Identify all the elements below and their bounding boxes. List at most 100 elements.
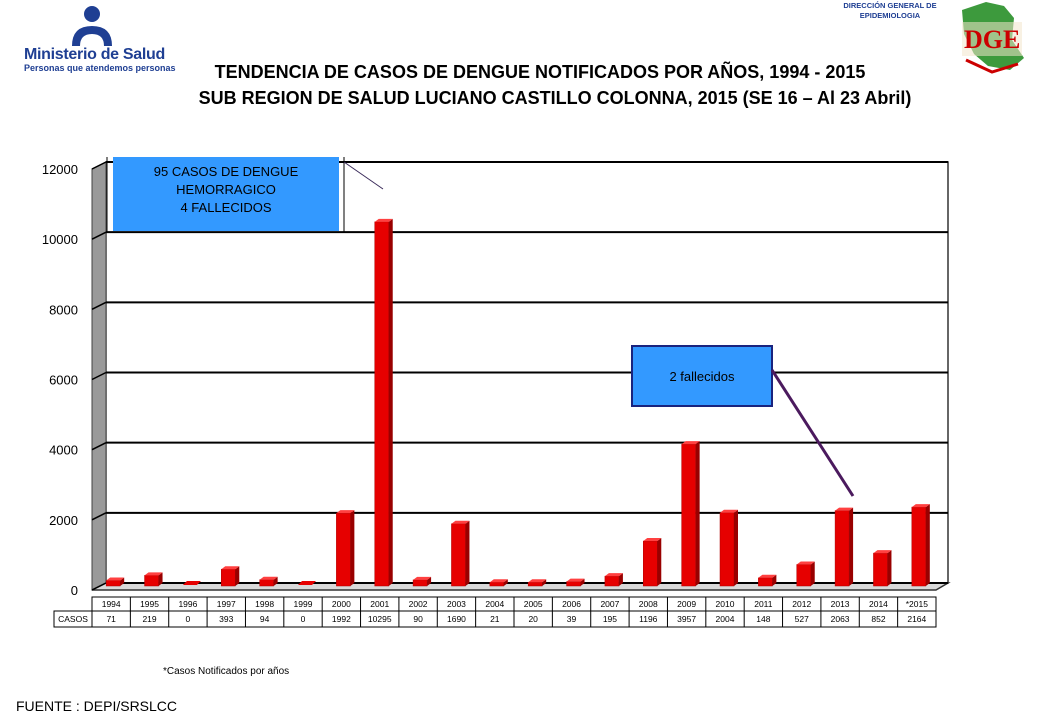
bar (566, 581, 581, 587)
gridline-side (91, 301, 107, 311)
bar (144, 575, 159, 587)
bar (451, 523, 466, 587)
bar (221, 568, 236, 587)
x-tick-label: 1995 (140, 599, 159, 609)
bar-top (336, 510, 355, 514)
bar-top (873, 550, 892, 554)
gridline-side (91, 161, 107, 170)
annotation-leader (770, 369, 855, 497)
bar-side (120, 577, 125, 586)
bar (298, 581, 316, 585)
bar-side (350, 510, 355, 586)
x-tick-label: 1999 (294, 599, 313, 609)
bar-side (542, 579, 547, 586)
bar (758, 577, 773, 587)
ministry-tagline: Personas que atendemos personas (24, 63, 176, 73)
bar-side (388, 218, 393, 586)
x-tick-label: 1996 (178, 599, 197, 609)
bar-side (810, 561, 815, 586)
data-label: 0 (301, 614, 306, 624)
y-tick-label: 12000 (42, 162, 78, 177)
ministry-logo (72, 6, 112, 46)
annotation-text: 95 CASOS DE DENGUE (154, 164, 299, 179)
dge-line1: DIRECCIÓN GENERAL DE (843, 1, 937, 10)
bar-top (720, 509, 738, 513)
x-tick-label: 1998 (255, 599, 274, 609)
bar-top (835, 507, 854, 511)
chart-title-line1: TENDENCIA DE CASOS DE DENGUE NOTIFICADOS… (214, 62, 866, 82)
annotation-box-deaths (631, 345, 773, 407)
bar-top (911, 504, 930, 508)
bar (374, 221, 389, 587)
bar-side (273, 576, 278, 586)
x-tick-label: 2007 (600, 599, 619, 609)
annotation-box-dhf (113, 157, 339, 231)
data-label: 527 (795, 614, 809, 624)
data-label: 1690 (447, 614, 466, 624)
bar-top (374, 218, 393, 222)
x-tick-label: 2013 (831, 599, 850, 609)
annotation-text: 2 fallecidos (669, 369, 735, 384)
x-tick-label: 2006 (562, 599, 581, 609)
gridline-side (91, 582, 107, 591)
dge-logo: DGE (962, 2, 1024, 74)
bar (489, 582, 505, 587)
data-label: 90 (413, 614, 423, 624)
bar (643, 540, 658, 587)
bar-top (528, 579, 547, 583)
bar-top (259, 576, 278, 580)
data-label: 39 (567, 614, 577, 624)
annotation-leader (343, 161, 384, 190)
bar-side (695, 441, 700, 586)
data-label: 219 (142, 614, 156, 624)
bar (834, 510, 850, 587)
bar (604, 575, 620, 587)
bar (719, 512, 735, 587)
gridline-side (91, 231, 107, 240)
x-tick-label: 2010 (716, 599, 735, 609)
bar-side (887, 550, 892, 586)
bar-top (566, 578, 585, 582)
x-tick-label: 2012 (792, 599, 811, 609)
footnote: *Casos Notificados por años (163, 666, 290, 677)
bar-side (772, 574, 777, 586)
x-tick-label: 2003 (447, 599, 466, 609)
data-label: 195 (603, 614, 617, 624)
bar (911, 506, 927, 587)
bar-top (106, 577, 125, 581)
x-tick-label: 2008 (639, 599, 658, 609)
bar-top (451, 520, 470, 524)
bar-top (221, 566, 240, 570)
bar-side (849, 507, 854, 586)
annotation-text: 4 FALLECIDOS (180, 200, 271, 215)
x-tick-label: 2004 (485, 599, 504, 609)
data-label: 94 (260, 614, 270, 624)
bar (873, 552, 888, 587)
data-label: 1992 (332, 614, 351, 624)
data-label: 71 (106, 614, 116, 624)
dge-title: DIRECCIÓN GENERAL DE EPIDEMIOLOGIA (826, 1, 954, 21)
x-tick-label: 2009 (677, 599, 696, 609)
chart-floor (91, 582, 951, 591)
table-row-label: CASOS (58, 614, 88, 624)
y-tick-label: 6000 (49, 373, 78, 388)
bar-top (643, 538, 662, 542)
source-label: FUENTE : DEPI/SRSLCC (16, 698, 178, 714)
bar-side (427, 576, 432, 586)
data-label: 852 (871, 614, 885, 624)
data-label: 21 (490, 614, 500, 624)
gridline-side (91, 371, 107, 381)
bar-side (465, 520, 470, 586)
data-label: 148 (756, 614, 770, 624)
bar (259, 579, 274, 587)
data-label: 393 (219, 614, 233, 624)
bar-top (413, 576, 432, 580)
data-label: 0 (186, 614, 191, 624)
bar (336, 512, 351, 587)
bar (527, 582, 543, 587)
bar-top (604, 573, 623, 577)
y-tick-label: 10000 (42, 232, 78, 247)
y-tick-label: 0 (71, 583, 78, 598)
annotation-text: HEMORRAGICO (176, 182, 276, 197)
